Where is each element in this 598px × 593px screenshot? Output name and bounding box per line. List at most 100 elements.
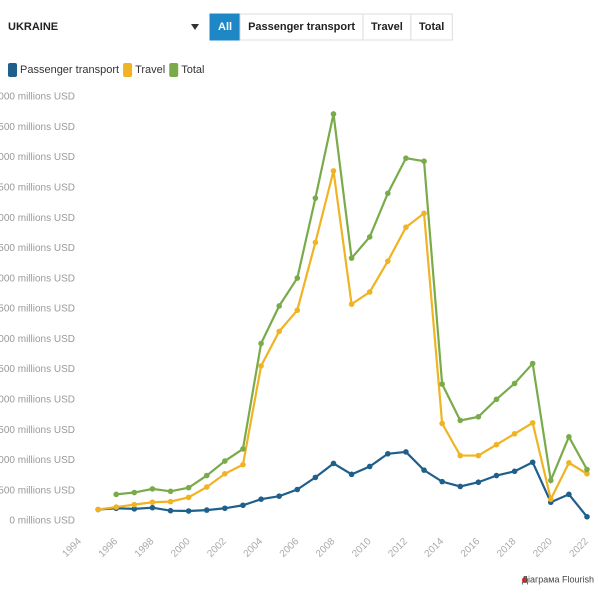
- data-point: [203, 484, 210, 490]
- data-point: [475, 479, 482, 486]
- data-point: [385, 190, 391, 197]
- data-point: [547, 496, 554, 502]
- data-point: [167, 498, 174, 505]
- x-tick-label: 1994: [60, 536, 84, 560]
- legend-swatch: [8, 63, 17, 77]
- filter-button[interactable]: [362, 13, 412, 41]
- x-tick-label: 2012: [386, 536, 410, 560]
- x-tick-label: 2016: [459, 536, 483, 560]
- filter-button-label[interactable]: Passenger transport: [248, 21, 355, 33]
- y-tick-label: 7,000 millions USD: [0, 92, 75, 103]
- data-point: [258, 496, 264, 502]
- footer[interactable]: Діаграма Flourish: [522, 574, 594, 584]
- data-point: [167, 488, 174, 495]
- data-point: [113, 504, 120, 510]
- filter-button-label[interactable]: Total: [419, 21, 444, 33]
- y-tick-label: 6,500 millions USD: [0, 122, 75, 133]
- data-point: [149, 499, 156, 506]
- data-point: [529, 459, 536, 466]
- data-point: [348, 255, 355, 261]
- data-point: [529, 420, 536, 426]
- data-point: [131, 506, 138, 512]
- data-point: [439, 420, 445, 427]
- data-point: [584, 466, 590, 473]
- y-tick-label: 1,500 millions USD: [0, 425, 75, 436]
- x-tick-label: 2018: [495, 536, 519, 560]
- y-tick-label: 4,000 millions USD: [0, 273, 75, 284]
- data-point: [511, 380, 518, 387]
- y-tick-label: 5,000 millions USD: [0, 213, 75, 224]
- dropdown[interactable]: UKRAINE: [8, 21, 58, 33]
- data-point: [240, 502, 246, 509]
- data-point: [276, 303, 282, 309]
- data-point: [185, 508, 192, 514]
- data-point: [203, 472, 210, 479]
- data-point: [547, 477, 554, 484]
- data-point: [348, 301, 355, 307]
- y-tick-label: 0 millions USD: [9, 516, 75, 527]
- data-point: [566, 460, 572, 466]
- data-point: [95, 506, 101, 513]
- y-tick-label: 5,500 millions USD: [0, 182, 75, 193]
- data-point: [511, 468, 518, 475]
- data-point: [240, 446, 246, 452]
- filter-button[interactable]: [410, 13, 453, 41]
- data-point: [366, 234, 373, 240]
- data-point: [385, 258, 391, 264]
- filter-button[interactable]: [239, 13, 364, 41]
- data-point: [203, 507, 210, 513]
- series-line: [97, 170, 588, 511]
- filter-button-label[interactable]: All: [218, 21, 232, 33]
- data-point: [385, 450, 391, 457]
- legend-label: Passenger transport: [20, 64, 119, 76]
- legend-swatch: [169, 63, 179, 77]
- data-point: [294, 275, 301, 281]
- x-tick-label: 2022: [567, 536, 591, 560]
- legend-label: Total: [181, 64, 204, 76]
- data-point: [149, 486, 156, 492]
- data-point: [529, 360, 536, 367]
- data-point: [185, 484, 192, 491]
- series-line: [98, 450, 588, 518]
- data-point: [222, 470, 228, 477]
- data-point: [131, 489, 138, 496]
- data-point: [584, 470, 590, 477]
- data-point: [566, 434, 572, 440]
- data-point: [258, 363, 264, 369]
- data-point: [421, 467, 427, 473]
- y-tick-label: 4,500 millions USD: [0, 243, 75, 254]
- data-point: [584, 513, 590, 520]
- legend-swatch: [123, 63, 133, 77]
- y-tick-label: 1,000 millions USD: [0, 455, 75, 466]
- data-point: [276, 493, 282, 499]
- x-tick-label: 2008: [314, 536, 338, 560]
- data-point: [185, 494, 192, 501]
- x-tick-label: 2020: [531, 536, 555, 560]
- plot: 0 millions USD 500 millions USD 1,000 mill…: [0, 92, 591, 560]
- data-point: [330, 460, 337, 467]
- data-point: [330, 111, 337, 117]
- filter-button-label[interactable]: Travel: [371, 21, 403, 33]
- legend: Passenger transport Travel Total: [8, 63, 204, 77]
- data-point: [294, 307, 301, 314]
- data-point: [457, 452, 464, 459]
- data-point: [493, 396, 500, 403]
- x-tick-label: 1998: [133, 536, 157, 560]
- data-point: [312, 474, 319, 481]
- dropdown-caret: [191, 24, 199, 30]
- x-tick-label: 2010: [350, 536, 374, 560]
- y-tick-label: 3,000 millions USD: [0, 334, 75, 345]
- data-point: [566, 491, 572, 498]
- filter-button[interactable]: [209, 13, 241, 41]
- data-point: [475, 414, 482, 420]
- data-point: [493, 441, 500, 448]
- y-tick-label: 500 millions USD: [0, 485, 75, 496]
- x-tick-label: 2004: [242, 536, 266, 560]
- data-point: [258, 340, 264, 347]
- y-tick-label: 6,000 millions USD: [0, 152, 75, 163]
- data-point: [294, 486, 301, 493]
- x-tick-label: 2006: [278, 536, 302, 560]
- x-tick-label: 1996: [97, 536, 121, 560]
- y-tick-label: 2,500 millions USD: [0, 364, 75, 375]
